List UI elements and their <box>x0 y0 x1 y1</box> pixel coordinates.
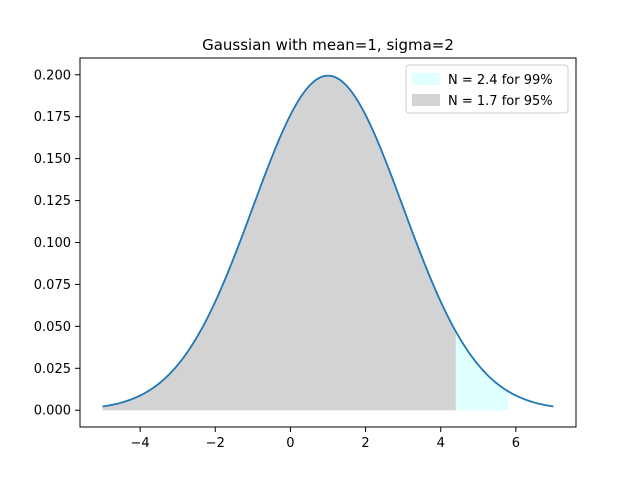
legend-label-1: N = 1.7 for 95% <box>448 94 553 109</box>
legend: N = 2.4 for 99% N = 1.7 for 95% <box>405 64 569 114</box>
x-tick-label: 4 <box>437 436 445 451</box>
curve-layer <box>102 74 554 408</box>
y-tick-label: 0.200 <box>34 68 71 83</box>
legend-label-0: N = 2.4 for 99% <box>448 73 553 88</box>
x-tick-label: −4 <box>131 436 150 451</box>
x-tick-label: 2 <box>361 436 369 451</box>
x-tick-label: 6 <box>512 436 520 451</box>
legend-box <box>405 64 569 114</box>
x-tick-label: −2 <box>206 436 225 451</box>
y-tick-label: 0.000 <box>34 404 71 419</box>
chart-title: Gaussian with mean=1, sigma=2 <box>202 36 454 54</box>
legend-swatch-1 <box>412 94 440 106</box>
y-tick-label: 0.050 <box>34 320 71 335</box>
x-tick-label: 0 <box>286 436 294 451</box>
y-tick-label: 0.125 <box>34 194 71 209</box>
y-tick-label: 0.025 <box>34 362 71 377</box>
legend-swatch-0 <box>412 73 440 85</box>
y-tick-label: 0.175 <box>34 110 71 125</box>
y-tick-label: 0.150 <box>34 152 71 167</box>
y-tick-label: 0.100 <box>34 236 71 251</box>
fill-areas <box>102 75 509 411</box>
fill-area-1 <box>102 75 456 411</box>
axes: −4 −2 0 2 4 6 0.000 0.025 0.050 0.075 0.100 0.125 0.… <box>34 57 577 451</box>
y-tick-label: 0.075 <box>34 278 71 293</box>
gaussian-curve <box>102 74 554 408</box>
